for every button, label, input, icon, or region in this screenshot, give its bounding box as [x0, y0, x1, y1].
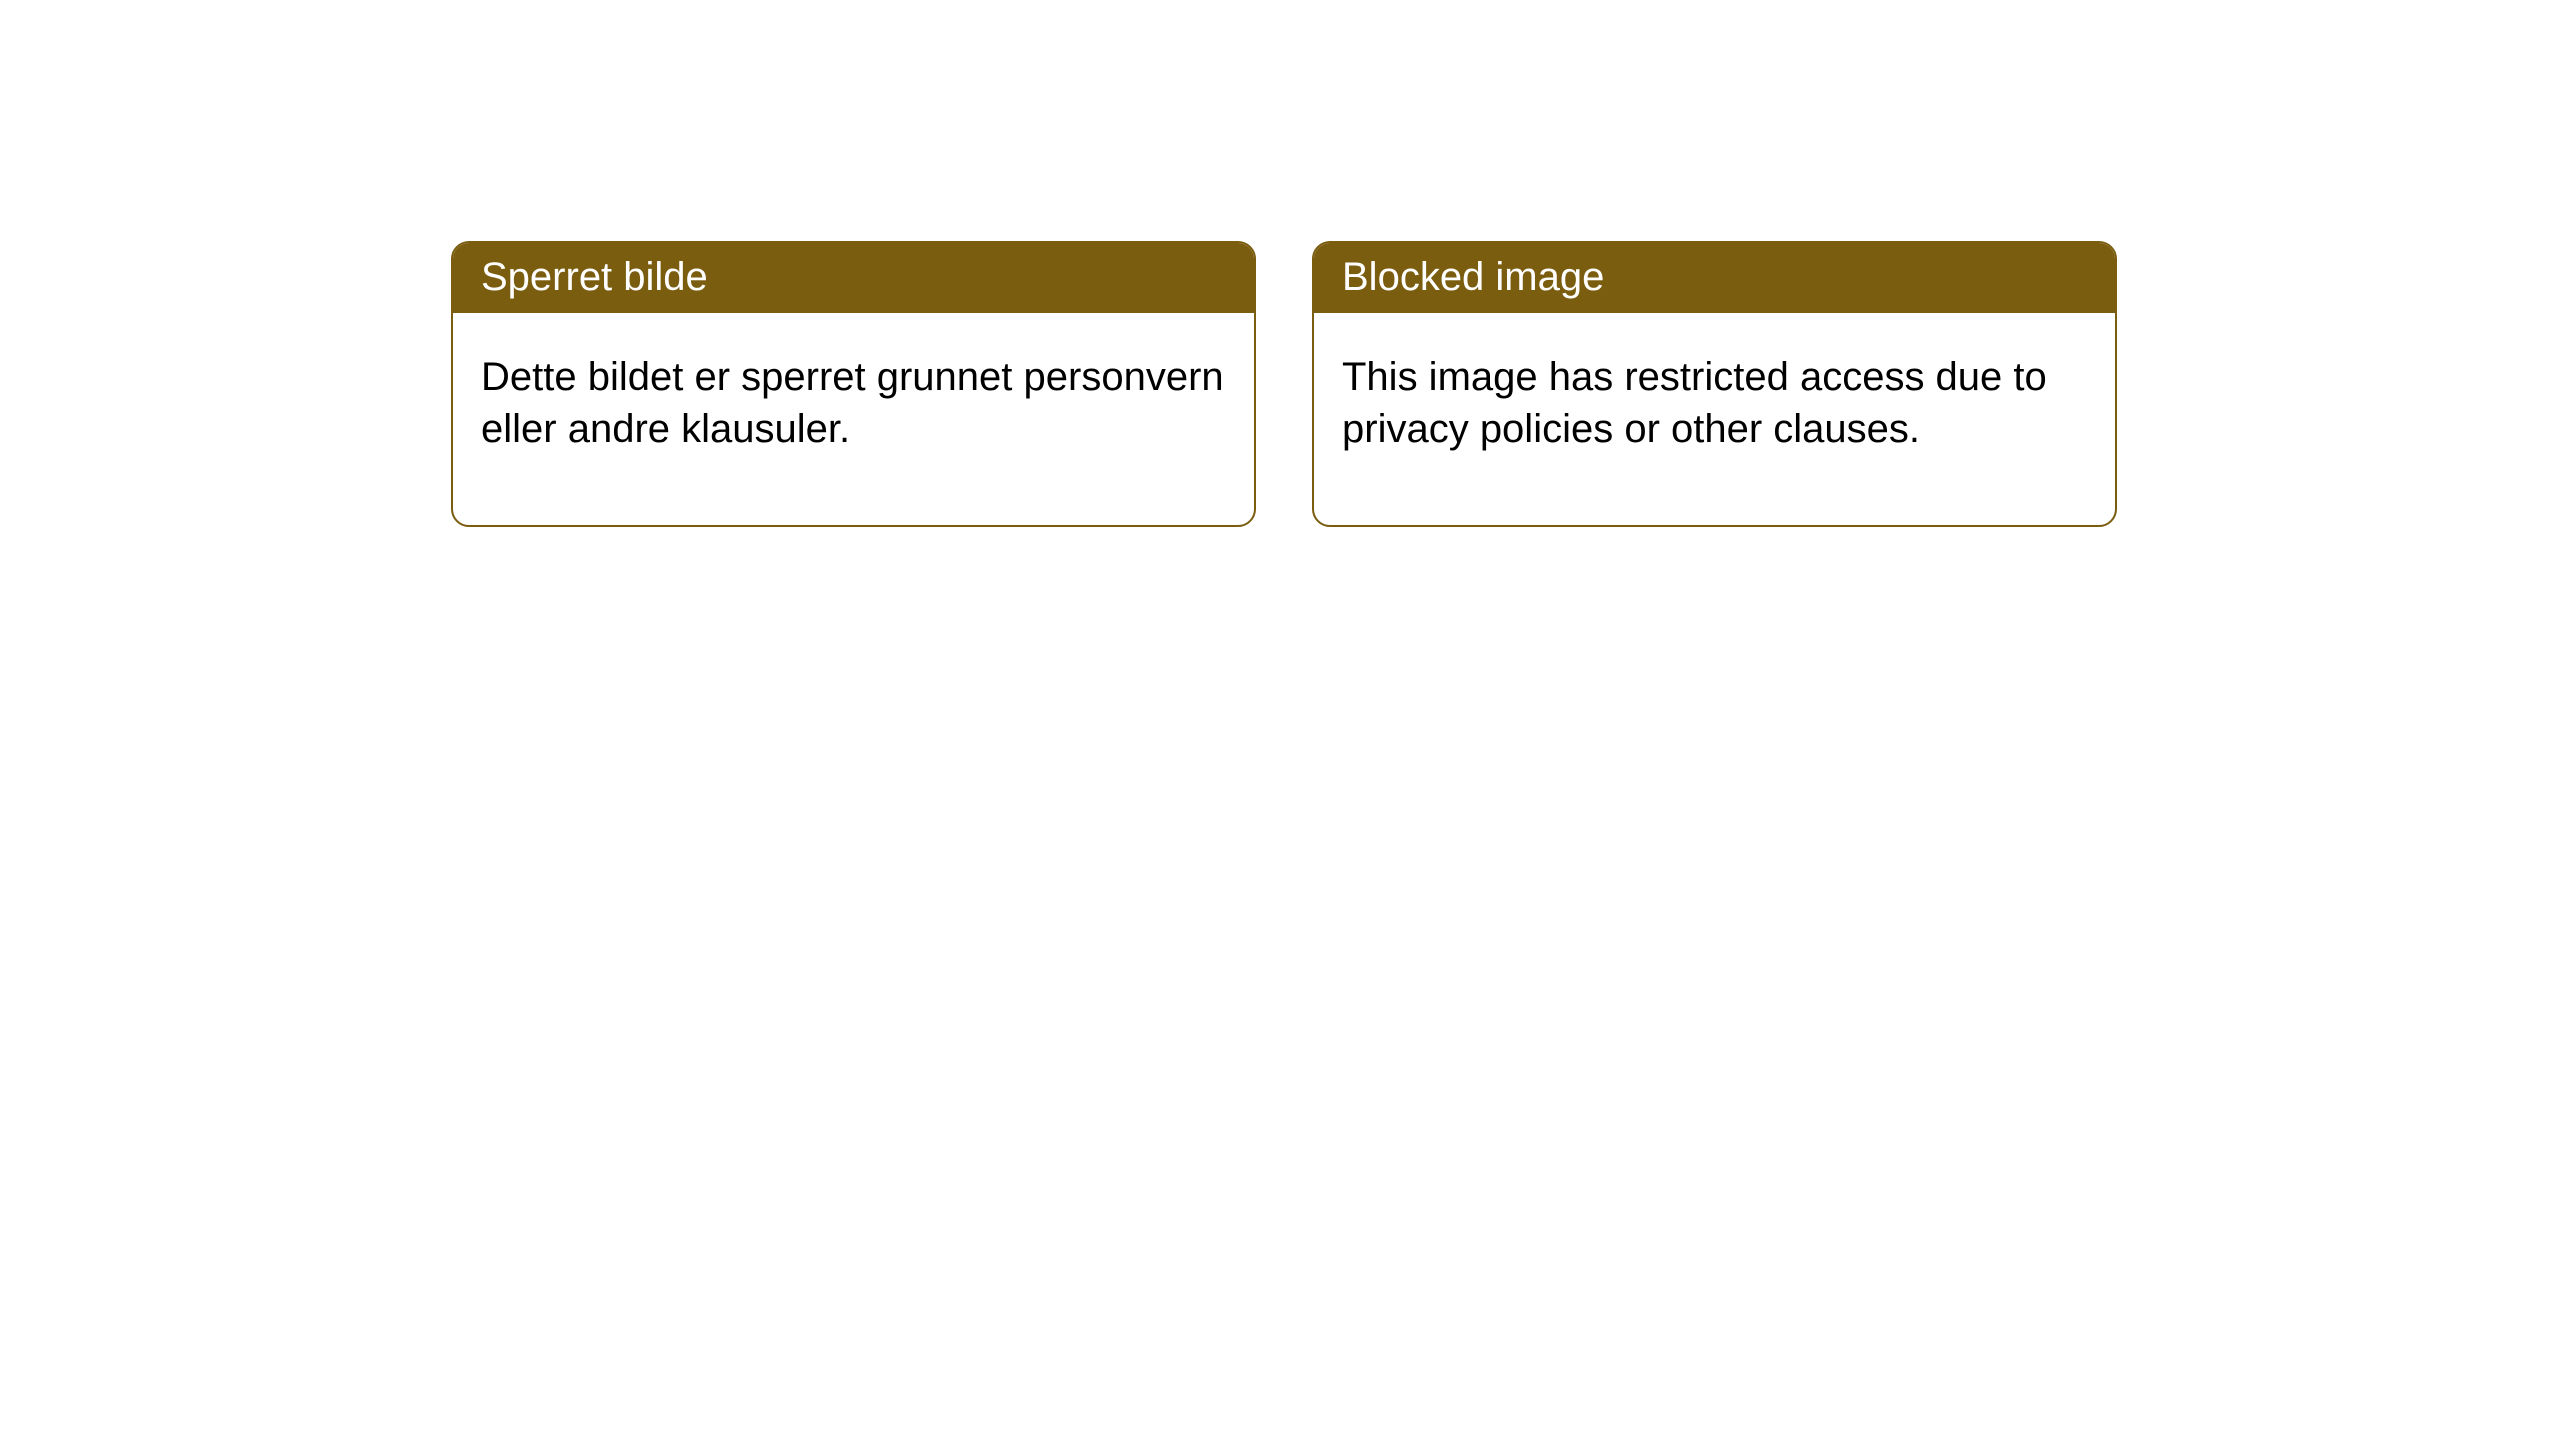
notice-header: Blocked image: [1314, 243, 2115, 313]
notice-body: Dette bildet er sperret grunnet personve…: [453, 313, 1254, 525]
notice-card-norwegian: Sperret bilde Dette bildet er sperret gr…: [451, 241, 1256, 527]
notice-header: Sperret bilde: [453, 243, 1254, 313]
notice-container: Sperret bilde Dette bildet er sperret gr…: [451, 241, 2117, 527]
notice-body: This image has restricted access due to …: [1314, 313, 2115, 525]
notice-card-english: Blocked image This image has restricted …: [1312, 241, 2117, 527]
